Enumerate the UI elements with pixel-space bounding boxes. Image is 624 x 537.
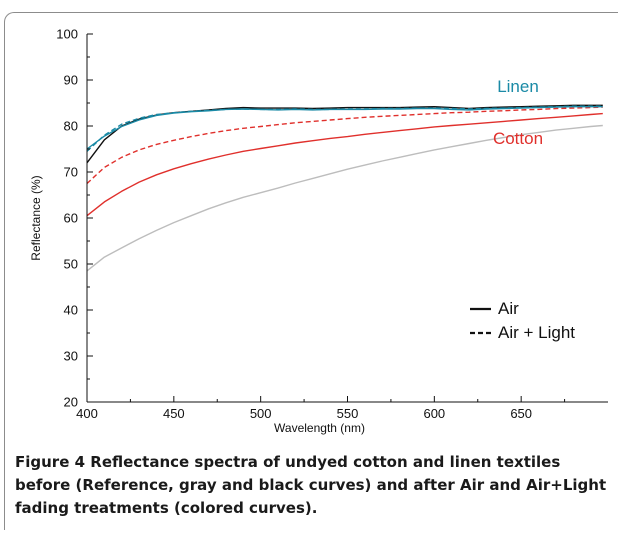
x-tick-label: 550 [337, 406, 359, 421]
legend-label: Air + Light [498, 323, 575, 342]
x-axis-title: Wavelength (nm) [274, 421, 365, 435]
figure-caption: Figure 4 Reflectance spectra of undyed c… [15, 451, 615, 520]
caption-label: Figure 4 [15, 453, 86, 471]
y-tick-label: 40 [64, 303, 78, 318]
y-tick-label: 90 [64, 73, 78, 88]
y-tick-label: 30 [64, 349, 78, 364]
x-tick-label: 400 [76, 406, 98, 421]
x-tick-label: 600 [423, 406, 445, 421]
x-tick-label: 450 [163, 406, 185, 421]
figure-panel [4, 12, 618, 530]
series-line-1 [86, 124, 603, 272]
x-tick-label: 650 [510, 406, 532, 421]
y-tick-label: 70 [64, 165, 78, 180]
series-line-3 [86, 106, 603, 185]
y-tick-label: 100 [56, 27, 78, 42]
legend-label: Air [498, 299, 519, 318]
series-line-2 [86, 112, 603, 217]
series-group [86, 104, 603, 272]
y-tick-label: 80 [64, 119, 78, 134]
labels-group: 20 30 40 50 60 70 80 90 100 400 450 500 550 600 650 Wav… [29, 27, 575, 436]
series-annotation-cotton: Cotton [493, 129, 543, 148]
series-line-6 [86, 105, 603, 152]
axes-group [86, 33, 608, 403]
x-tick-label: 500 [250, 406, 272, 421]
y-tick-label: 60 [64, 211, 78, 226]
reflectance-chart: 20 30 40 50 60 70 80 90 100 400 450 500 550 600 650 Wav… [29, 27, 608, 436]
series-annotation-linen: Linen [497, 77, 539, 96]
y-tick-label: 50 [64, 257, 78, 272]
y-tick-label: 20 [64, 395, 78, 410]
caption-text: Reflectance spectra of undyed cotton and… [15, 453, 607, 517]
y-axis-title: Reflectance (%) [29, 175, 43, 260]
